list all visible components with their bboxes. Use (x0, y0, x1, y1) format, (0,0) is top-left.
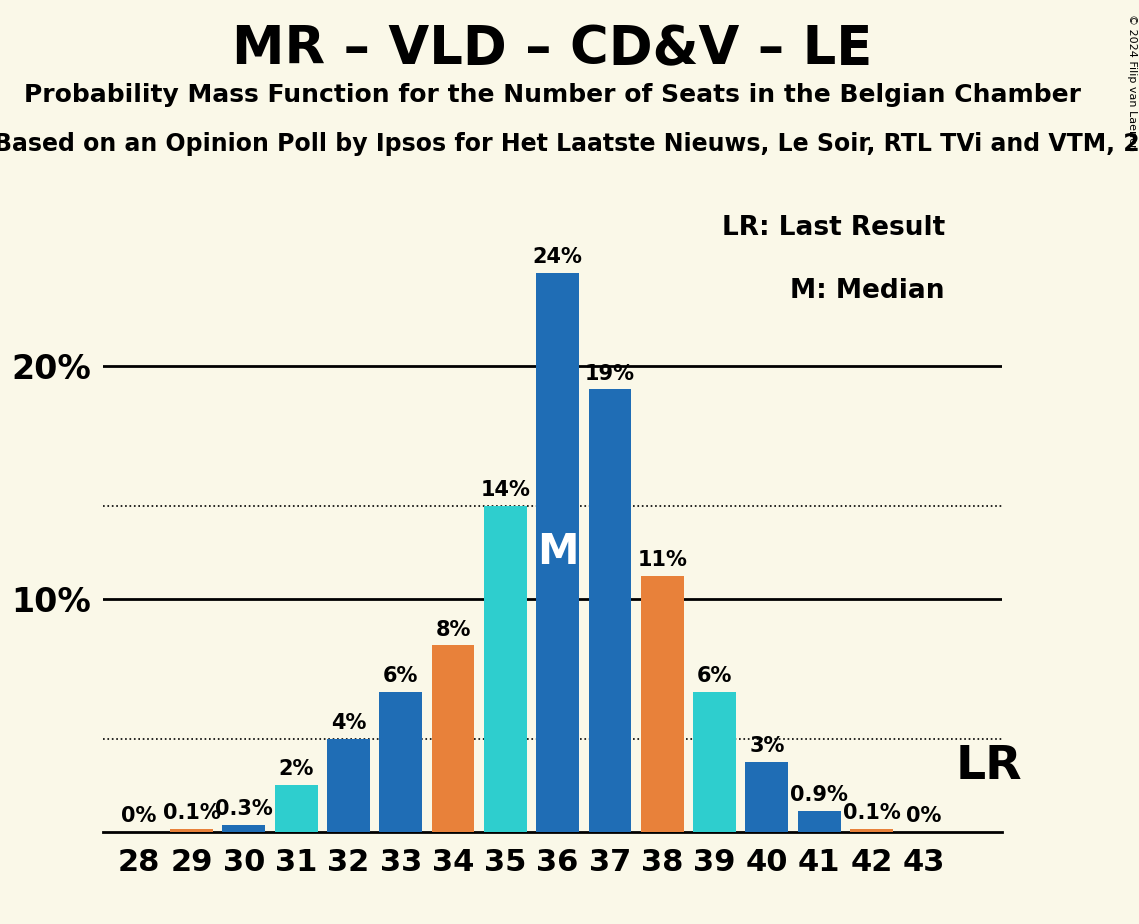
Text: LR: LR (956, 744, 1022, 789)
Bar (589, 389, 631, 832)
Bar (745, 761, 788, 832)
Bar (536, 274, 579, 832)
Text: 4%: 4% (330, 712, 366, 733)
Text: 14%: 14% (481, 480, 531, 500)
Text: 0.1%: 0.1% (843, 804, 901, 823)
Bar (694, 692, 736, 832)
Bar (379, 692, 423, 832)
Text: 3%: 3% (749, 736, 785, 756)
Text: MR – VLD – CD&V – LE: MR – VLD – CD&V – LE (232, 23, 872, 75)
Text: Probability Mass Function for the Number of Seats in the Belgian Chamber: Probability Mass Function for the Number… (24, 83, 1081, 107)
Bar (170, 829, 213, 832)
Text: 8%: 8% (435, 620, 470, 639)
Text: Based on an Opinion Poll by Ipsos for Het Laatste Nieuws, Le Soir, RTL TVi and V: Based on an Opinion Poll by Ipsos for He… (0, 132, 1139, 156)
Bar (797, 810, 841, 832)
Bar (327, 738, 370, 832)
Bar (222, 824, 265, 832)
Bar (432, 646, 475, 832)
Bar (850, 829, 893, 832)
Bar (484, 505, 526, 832)
Text: 2%: 2% (278, 760, 313, 779)
Bar (274, 785, 318, 832)
Text: M: Median: M: Median (790, 278, 944, 304)
Text: M: M (536, 531, 579, 574)
Bar (641, 576, 683, 832)
Text: 19%: 19% (585, 364, 634, 383)
Text: 6%: 6% (383, 666, 418, 687)
Text: 0%: 0% (907, 806, 942, 826)
Text: LR: Last Result: LR: Last Result (721, 215, 944, 241)
Text: © 2024 Filip van Laenen: © 2024 Filip van Laenen (1126, 14, 1137, 151)
Text: 0.3%: 0.3% (215, 799, 272, 819)
Text: 0%: 0% (122, 806, 157, 826)
Text: 11%: 11% (638, 550, 687, 570)
Text: 0.1%: 0.1% (163, 804, 220, 823)
Text: 6%: 6% (697, 666, 732, 687)
Text: 24%: 24% (533, 248, 582, 267)
Text: 0.9%: 0.9% (790, 784, 849, 805)
